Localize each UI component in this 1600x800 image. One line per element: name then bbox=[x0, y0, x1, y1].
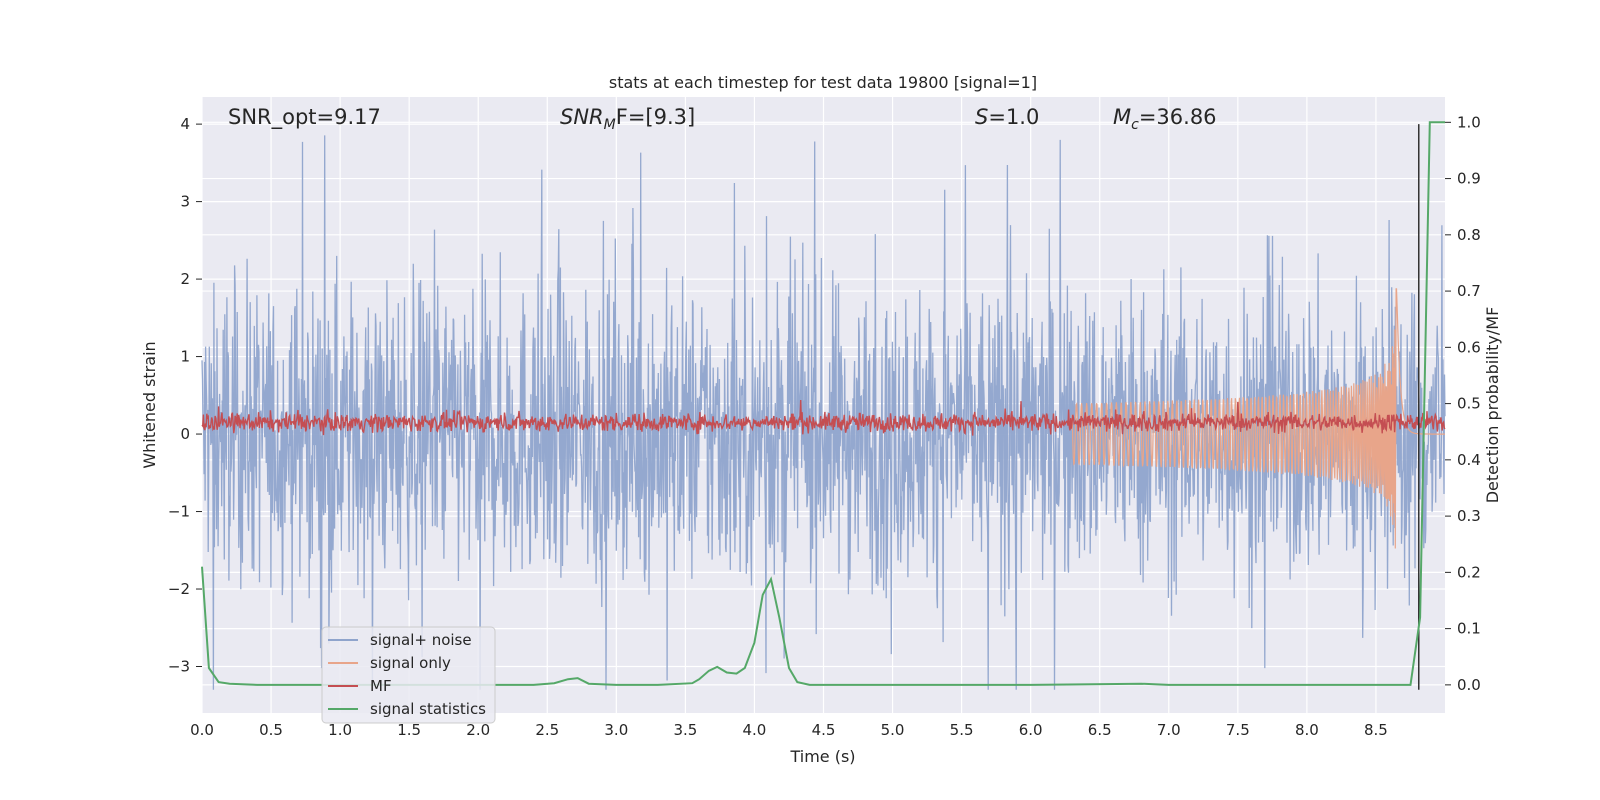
grid bbox=[201, 97, 1445, 713]
y-tick-label: −2 bbox=[168, 580, 190, 598]
series-layer bbox=[201, 121, 1446, 690]
x-tick-label: 7.5 bbox=[1226, 721, 1250, 739]
legend-label-mf: MF bbox=[370, 677, 392, 695]
legend: signal+ noise signal only MF signal stat… bbox=[321, 626, 496, 724]
y2-tick-label: 0.7 bbox=[1457, 282, 1481, 300]
legend-label-signal-only: signal only bbox=[370, 654, 451, 672]
y2-tick-label: 0.0 bbox=[1457, 676, 1481, 694]
y-tick-label: 1 bbox=[180, 348, 190, 366]
x-tick-label: 2.0 bbox=[466, 721, 490, 739]
annotation-mc-rest: =36.86 bbox=[1139, 105, 1217, 129]
x-tick-label: 8.0 bbox=[1295, 721, 1319, 739]
x-tick-label: 7.0 bbox=[1157, 721, 1181, 739]
y2-tick-label: 0.8 bbox=[1457, 226, 1481, 244]
annotation-snr-mf-sub: M bbox=[604, 117, 616, 133]
annotation-s-main: S bbox=[975, 105, 988, 129]
annotation-mc-sub: c bbox=[1131, 117, 1139, 133]
x-tick-label: 5.0 bbox=[881, 721, 905, 739]
y2-tick-label: 0.5 bbox=[1457, 395, 1481, 413]
y2-tick-label: 1.0 bbox=[1457, 113, 1481, 131]
x-tick-label: 3.0 bbox=[604, 721, 628, 739]
annotation-snr-opt: SNR_opt=9.17 bbox=[228, 105, 381, 130]
legend-box bbox=[321, 626, 496, 724]
y-tick-label: 2 bbox=[180, 270, 190, 288]
y-tick-label: 0 bbox=[180, 425, 190, 443]
annotation-snr-mf: SNRMF=[9.3] bbox=[560, 105, 695, 133]
y-tick-label: −1 bbox=[168, 503, 190, 521]
y-tick-label: −3 bbox=[168, 658, 190, 676]
x-tick-label: 1.5 bbox=[397, 721, 421, 739]
y2-tick-label: 0.4 bbox=[1457, 451, 1481, 469]
x-tick-label: 2.5 bbox=[535, 721, 559, 739]
legend-label-signal-statistics: signal statistics bbox=[370, 700, 486, 718]
annotation-mc-main: M bbox=[1113, 105, 1131, 129]
y2-tick-label: 0.2 bbox=[1457, 563, 1481, 581]
annotation-mc: Mc=36.86 bbox=[1113, 105, 1217, 133]
y2-tick-label: 0.1 bbox=[1457, 620, 1481, 638]
x-tick-label: 8.5 bbox=[1364, 721, 1388, 739]
annotation-snr-mf-main: SNR bbox=[560, 105, 604, 129]
annotation-snr-mf-rest: F=[9.3] bbox=[616, 105, 695, 129]
y-axis-label: Whitened strain bbox=[140, 341, 159, 468]
x-tick-label: 6.5 bbox=[1088, 721, 1112, 739]
y2-tick-label: 0.6 bbox=[1457, 338, 1481, 356]
chart-title: stats at each timestep for test data 198… bbox=[609, 73, 1037, 92]
x-tick-label: 4.0 bbox=[743, 721, 767, 739]
annotation-s-rest: =1.0 bbox=[988, 105, 1039, 129]
x-tick-label: 0.5 bbox=[259, 721, 283, 739]
x-tick-label: 0.0 bbox=[190, 721, 214, 739]
axes-layer: 0.0 0.5 1.0 1.5 2.0 2.5 3.0 3.5 4.0 4.5 5.0 5.5 6.0 6… bbox=[168, 113, 1481, 739]
series-signal-only bbox=[1071, 288, 1445, 549]
x-tick-label: 3.5 bbox=[673, 721, 697, 739]
y2-axis-label: Detection probability/MF bbox=[1483, 307, 1502, 504]
x-tick-label: 5.5 bbox=[950, 721, 974, 739]
y2-tick-label: 0.9 bbox=[1457, 170, 1481, 188]
x-axis-label: Time (s) bbox=[789, 747, 855, 766]
legend-label-signal-noise: signal+ noise bbox=[370, 631, 472, 649]
x-tick-label: 1.0 bbox=[328, 721, 352, 739]
y-tick-label: 4 bbox=[180, 115, 190, 133]
y2-tick-label: 0.3 bbox=[1457, 507, 1481, 525]
annotation-s: S=1.0 bbox=[975, 105, 1039, 129]
y-tick-label: 3 bbox=[180, 193, 190, 211]
series-mf bbox=[201, 399, 1446, 436]
x-tick-label: 6.0 bbox=[1019, 721, 1043, 739]
x-tick-label: 4.5 bbox=[812, 721, 836, 739]
